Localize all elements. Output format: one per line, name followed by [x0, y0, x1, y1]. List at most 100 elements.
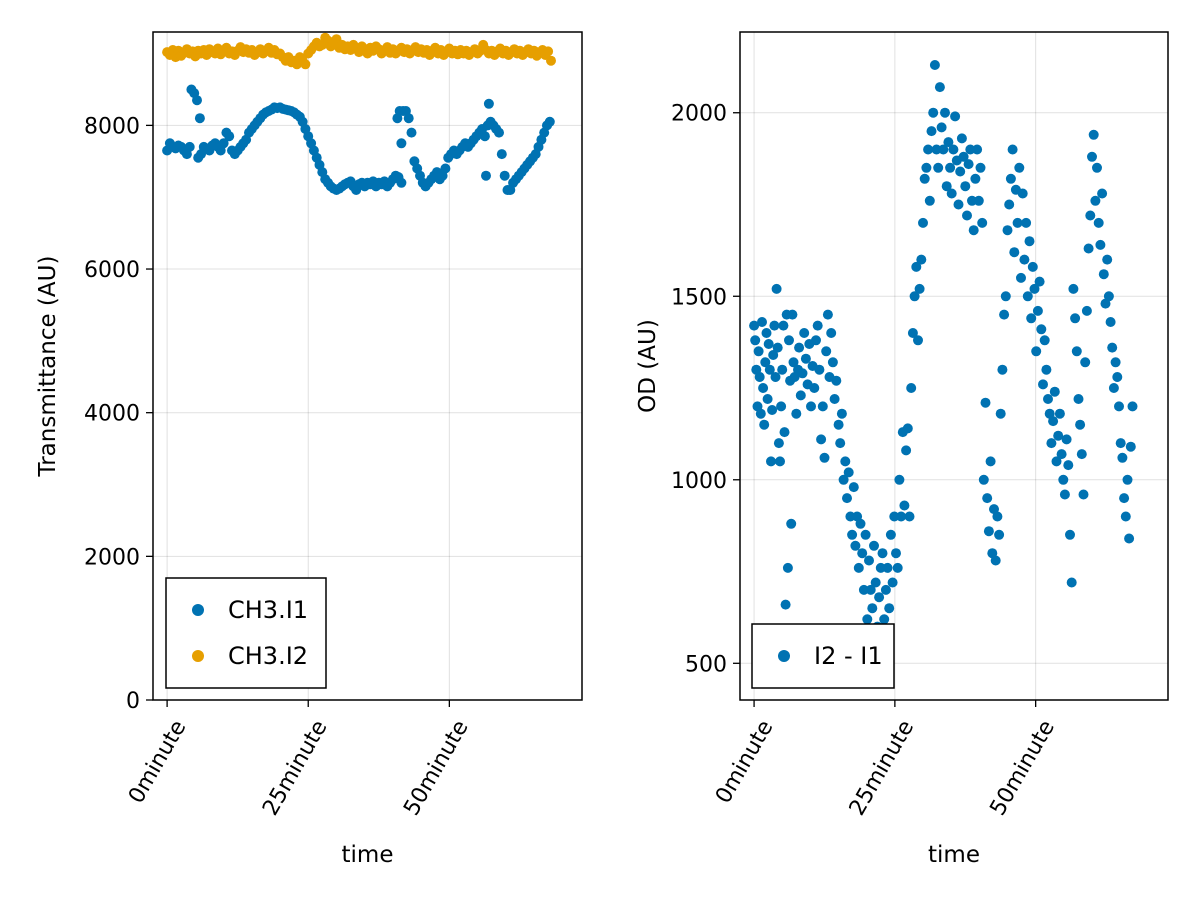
- data-point: [760, 357, 771, 368]
- data-point: [1087, 151, 1097, 162]
- data-point: [1066, 577, 1077, 588]
- legend-marker: [778, 650, 790, 662]
- data-point: [955, 166, 966, 177]
- data-point: [999, 309, 1010, 320]
- data-point: [874, 592, 885, 603]
- data-point: [1078, 489, 1089, 500]
- data-point: [990, 555, 1001, 566]
- y-tick-label: 4000: [84, 402, 140, 427]
- data-point: [1105, 317, 1116, 327]
- data-point: [1103, 291, 1114, 302]
- chart-2: 0minute 25minute 50minute 500 1000 1500 2000 ti…: [635, 31, 1169, 868]
- data-point: [940, 107, 950, 118]
- data-point: [848, 482, 859, 493]
- x-tick-label: 25minute: [845, 716, 919, 820]
- data-point: [218, 138, 229, 149]
- y-tick-label: 1000: [671, 469, 727, 494]
- data-point: [1073, 394, 1084, 404]
- data-point: [840, 456, 851, 467]
- data-point: [1068, 283, 1079, 294]
- data-point: [1092, 162, 1102, 173]
- data-point: [880, 584, 891, 595]
- data-point: [867, 603, 878, 614]
- data-point: [827, 357, 838, 368]
- data-point: [1108, 383, 1119, 393]
- legend: CH3.I1 CH3.I2: [165, 577, 327, 689]
- data-point: [795, 390, 806, 401]
- data-point: [963, 159, 974, 170]
- data-point: [972, 144, 983, 155]
- data-point: [1088, 129, 1099, 140]
- plot-frame: [152, 31, 583, 701]
- data-point: [544, 116, 555, 127]
- data-point: [1058, 474, 1069, 485]
- data-point: [948, 144, 959, 155]
- data-point: [1016, 272, 1026, 283]
- data-point: [870, 577, 881, 588]
- data-point: [1009, 247, 1020, 258]
- y-tick-label: 6000: [84, 258, 140, 283]
- data-point: [958, 151, 969, 162]
- legend-label: I2 - I1: [814, 642, 883, 670]
- data-point: [1054, 408, 1065, 419]
- data-point: [919, 173, 930, 184]
- data-point: [479, 131, 490, 142]
- data-point: [960, 181, 971, 192]
- series-i2-i1: [749, 60, 1138, 632]
- data-point: [850, 540, 861, 551]
- data-point: [983, 526, 994, 537]
- data-point: [980, 397, 991, 408]
- data-point: [836, 408, 847, 419]
- data-point: [899, 500, 910, 511]
- y-axis-title: Transmittance (AU): [35, 256, 61, 478]
- data-point: [943, 137, 954, 148]
- data-point: [777, 364, 788, 375]
- data-point: [762, 394, 773, 404]
- data-point: [1039, 335, 1050, 346]
- data-point: [794, 342, 805, 353]
- data-point: [1031, 346, 1042, 357]
- data-point: [788, 357, 799, 368]
- data-point: [1051, 456, 1062, 467]
- data-point: [546, 55, 556, 66]
- data-point: [936, 122, 947, 133]
- data-point: [1012, 217, 1023, 228]
- data-point: [904, 511, 915, 522]
- x-axis-title: time: [928, 842, 980, 868]
- data-point: [812, 320, 823, 331]
- data-point: [773, 438, 784, 449]
- plot-frame: [739, 31, 1169, 701]
- data-point: [1093, 217, 1104, 228]
- data-point: [806, 401, 816, 412]
- data-point: [787, 309, 798, 320]
- y-tick-label: 500: [685, 652, 727, 677]
- data-point: [768, 350, 779, 360]
- data-point: [892, 562, 903, 573]
- data-point: [882, 562, 893, 573]
- data-point: [809, 383, 820, 393]
- data-point: [907, 328, 918, 338]
- data-point: [797, 368, 808, 379]
- data-point: [921, 162, 932, 173]
- data-point: [194, 113, 205, 124]
- data-point: [772, 342, 783, 353]
- data-point: [1127, 401, 1138, 412]
- data-point: [1034, 276, 1045, 287]
- data-point: [775, 456, 785, 467]
- data-point: [934, 82, 945, 93]
- data-point: [975, 162, 986, 173]
- data-point: [1046, 438, 1057, 449]
- data-point: [901, 445, 912, 456]
- data-point: [877, 548, 888, 559]
- data-point: [769, 320, 780, 331]
- data-point: [1090, 195, 1101, 206]
- chart-1: 0minute 25minute 50minute 0 2000 4000 6000 8000…: [35, 31, 583, 868]
- data-point: [928, 107, 939, 118]
- data-point: [800, 353, 811, 364]
- data-point: [933, 162, 944, 173]
- data-point: [831, 375, 842, 386]
- data-point: [754, 372, 765, 382]
- data-point: [950, 111, 961, 122]
- y-axis-title: OD (AU): [635, 319, 661, 413]
- series-ch3-i2: [162, 32, 556, 70]
